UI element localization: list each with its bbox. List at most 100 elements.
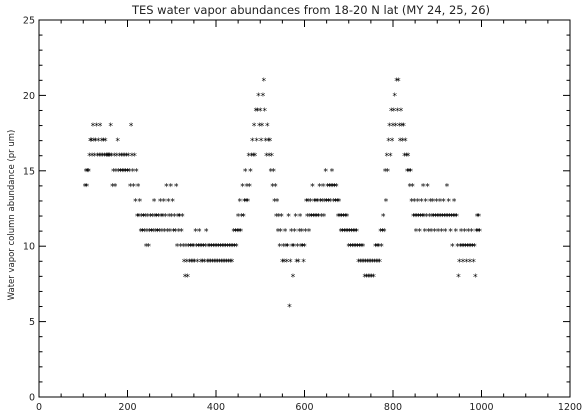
data-point: * bbox=[237, 197, 242, 207]
data-point: * bbox=[223, 243, 228, 253]
data-point: * bbox=[112, 152, 117, 162]
data-point: * bbox=[406, 167, 411, 177]
x-tick-label: 0 bbox=[36, 402, 42, 413]
data-point: * bbox=[112, 182, 117, 192]
data-point: * bbox=[313, 197, 318, 207]
data-point: * bbox=[162, 228, 167, 238]
data-point: * bbox=[283, 243, 288, 253]
data-point: * bbox=[170, 197, 175, 207]
data-point: * bbox=[189, 258, 194, 268]
data-point: * bbox=[314, 213, 319, 223]
data-point: * bbox=[235, 228, 240, 238]
data-point: * bbox=[150, 213, 155, 223]
data-point: * bbox=[323, 167, 328, 177]
data-point: * bbox=[82, 182, 87, 192]
data-point: * bbox=[190, 258, 195, 268]
data-point: * bbox=[205, 243, 210, 253]
data-point: * bbox=[107, 152, 112, 162]
data-point: * bbox=[348, 243, 353, 253]
data-point: * bbox=[383, 197, 388, 207]
data-point: * bbox=[91, 137, 96, 147]
data-point: * bbox=[408, 167, 413, 177]
data-point: * bbox=[229, 258, 234, 268]
data-point: * bbox=[282, 228, 287, 238]
data-point: * bbox=[359, 258, 364, 268]
data-point: * bbox=[441, 197, 446, 207]
data-point: * bbox=[470, 243, 475, 253]
data-point: * bbox=[140, 228, 145, 238]
data-point: * bbox=[379, 243, 384, 253]
data-point: * bbox=[247, 182, 252, 192]
data-point: * bbox=[455, 243, 460, 253]
data-point: * bbox=[207, 243, 212, 253]
data-point: * bbox=[320, 182, 325, 192]
data-point: * bbox=[391, 107, 396, 117]
data-point: * bbox=[214, 243, 219, 253]
data-point: * bbox=[399, 122, 404, 132]
data-point: * bbox=[195, 258, 200, 268]
data-point: * bbox=[152, 213, 157, 223]
data-point: * bbox=[197, 243, 202, 253]
data-point: * bbox=[363, 258, 368, 268]
data-point: * bbox=[329, 167, 334, 177]
data-point: * bbox=[119, 152, 124, 162]
data-point: * bbox=[380, 228, 385, 238]
x-tick-label: 800 bbox=[384, 402, 402, 413]
data-point: * bbox=[109, 152, 114, 162]
data-point: * bbox=[397, 137, 402, 147]
data-point: * bbox=[472, 243, 477, 253]
data-point: * bbox=[258, 107, 263, 117]
data-point: * bbox=[456, 273, 461, 283]
data-point: * bbox=[434, 197, 439, 207]
data-point: * bbox=[393, 122, 398, 132]
data-point: * bbox=[319, 213, 324, 223]
data-point: * bbox=[401, 122, 406, 132]
data-point: * bbox=[304, 197, 309, 207]
data-point: * bbox=[271, 167, 276, 177]
data-point: * bbox=[466, 243, 471, 253]
data-point: * bbox=[461, 243, 466, 253]
data-point: * bbox=[108, 122, 113, 132]
x-tick-label: 1200 bbox=[558, 402, 582, 413]
data-point: * bbox=[450, 213, 455, 223]
data-point: * bbox=[435, 213, 440, 223]
data-point: * bbox=[100, 152, 105, 162]
data-point: * bbox=[365, 258, 370, 268]
data-point: * bbox=[221, 243, 226, 253]
data-point: * bbox=[281, 243, 286, 253]
data-point: * bbox=[426, 228, 431, 238]
data-point: * bbox=[284, 258, 289, 268]
data-point: * bbox=[129, 152, 134, 162]
x-tick-label: 400 bbox=[207, 402, 225, 413]
data-point: * bbox=[464, 258, 469, 268]
data-point: * bbox=[443, 213, 448, 223]
data-point: * bbox=[191, 243, 196, 253]
data-point: * bbox=[350, 228, 355, 238]
data-point: * bbox=[361, 258, 366, 268]
data-point: * bbox=[302, 243, 307, 253]
data-point: * bbox=[424, 213, 429, 223]
data-point: * bbox=[317, 182, 322, 192]
data-point: * bbox=[253, 107, 258, 117]
data-point: * bbox=[388, 152, 393, 162]
data-point: * bbox=[264, 152, 269, 162]
data-point: * bbox=[439, 228, 444, 238]
data-point: * bbox=[280, 258, 285, 268]
data-point: * bbox=[340, 228, 345, 238]
data-point: * bbox=[419, 213, 424, 223]
data-point: * bbox=[222, 258, 227, 268]
data-point: * bbox=[160, 213, 165, 223]
data-point: * bbox=[457, 258, 462, 268]
data-point: * bbox=[235, 213, 240, 223]
data-point: * bbox=[110, 182, 115, 192]
y-tick-label: 20 bbox=[23, 91, 35, 102]
data-point: * bbox=[251, 122, 256, 132]
data-point: * bbox=[254, 137, 259, 147]
data-point: * bbox=[357, 243, 362, 253]
data-point: * bbox=[208, 258, 213, 268]
data-point: * bbox=[211, 243, 216, 253]
data-point: * bbox=[454, 213, 459, 223]
data-point: * bbox=[246, 152, 251, 162]
data-point: * bbox=[279, 213, 284, 223]
